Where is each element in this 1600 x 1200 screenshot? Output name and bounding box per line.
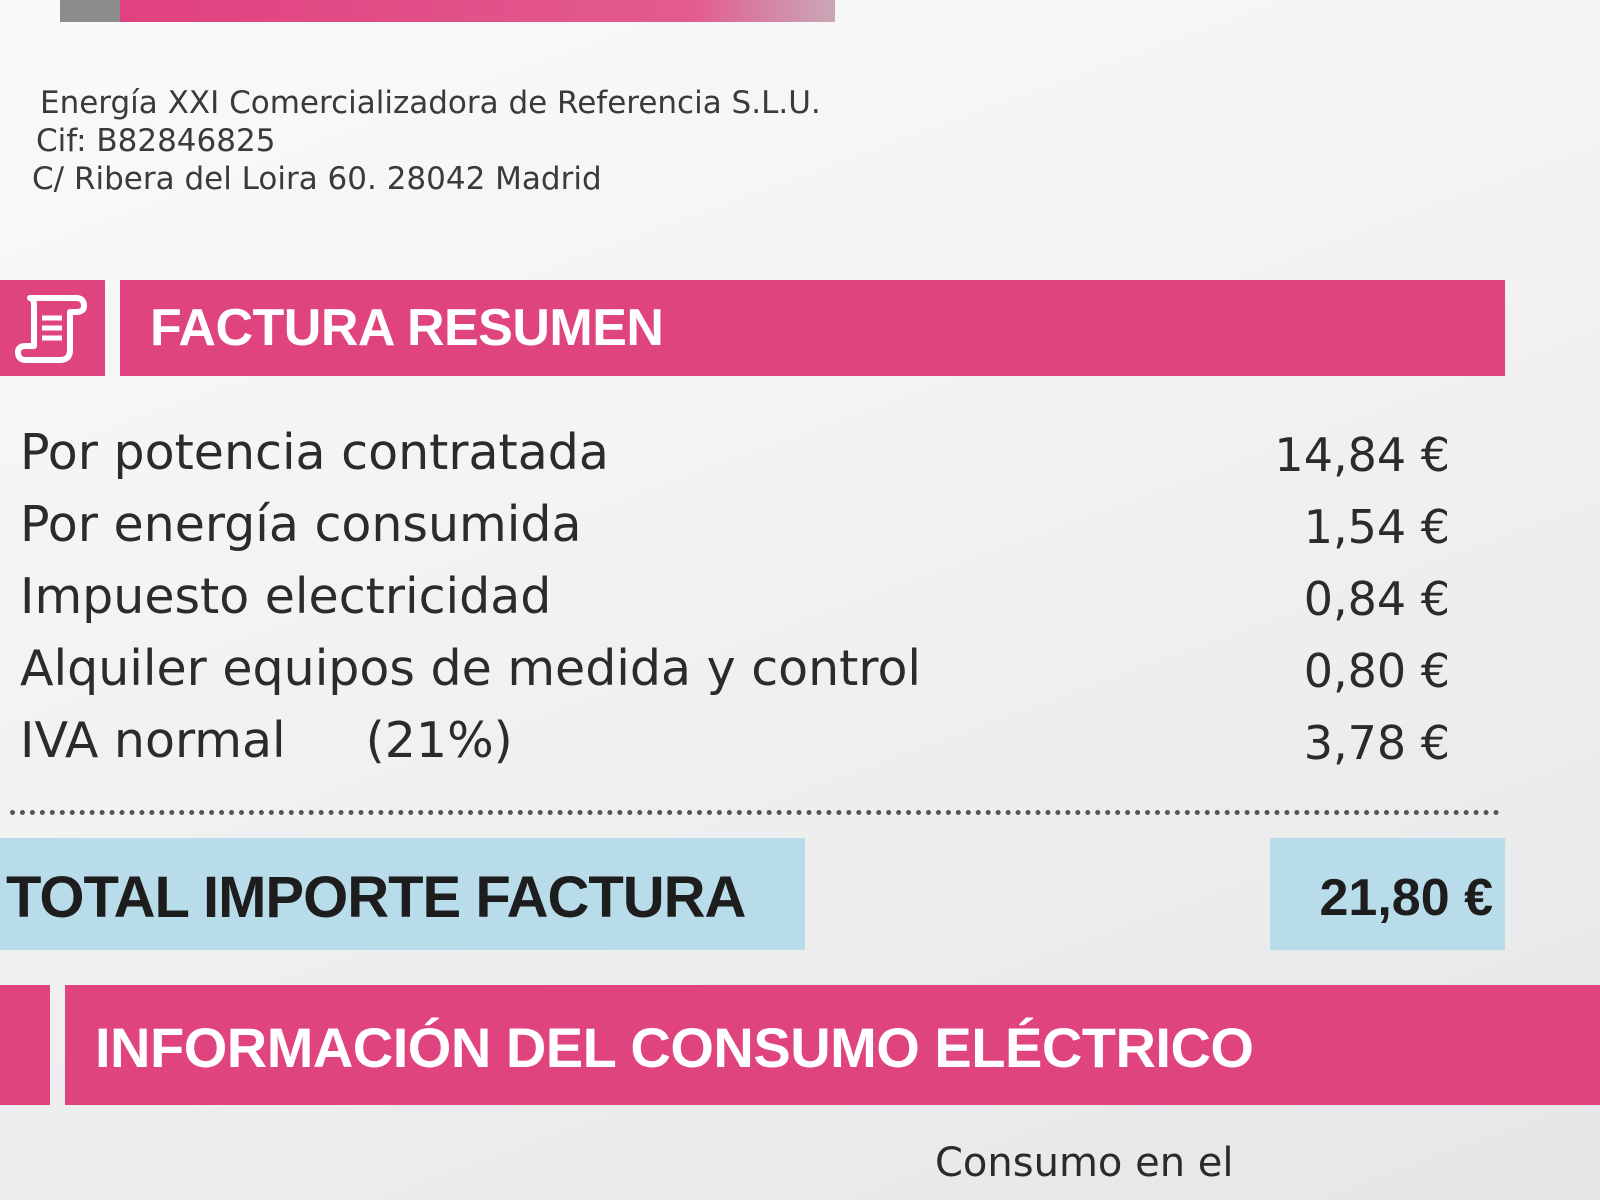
item-amount: 1,54 € [1303,500,1450,554]
top-gray-strip [60,0,120,22]
summary-item: IVA normal (21%) 3,78 € [20,708,1470,780]
iva-percentage: (21%) [365,712,513,769]
top-pink-strip [120,0,835,22]
summary-title: FACTURA RESUMEN [150,299,664,357]
item-label: Impuesto electricidad [20,568,552,625]
total-label: TOTAL IMPORTE FACTURA [6,865,746,930]
consumption-subtext: Consumo en el [935,1140,1234,1186]
item-label: IVA normal (21%) [20,712,513,769]
summary-title-bar: FACTURA RESUMEN [120,280,1505,376]
item-amount: 3,78 € [1303,716,1450,770]
consumption-title: INFORMACIÓN DEL CONSUMO ELÉCTRICO [95,1016,1254,1079]
summary-item: Por potencia contratada 14,84 € [20,420,1470,492]
total-amount: 21,80 € [1319,869,1494,927]
item-amount: 14,84 € [1274,428,1450,482]
summary-item: Por energía consumida 1,54 € [20,492,1470,564]
item-label: Por energía consumida [20,496,582,553]
total-label-highlight: TOTAL IMPORTE FACTURA [0,838,805,950]
item-amount: 0,80 € [1303,644,1450,698]
summary-item: Alquiler equipos de medida y control 0,8… [20,636,1470,708]
invoice-scroll-icon [15,295,87,363]
consumption-header: INFORMACIÓN DEL CONSUMO ELÉCTRICO [0,985,1600,1105]
dotted-divider [10,810,1500,815]
iva-label: IVA normal [20,712,286,769]
total-amount-highlight: 21,80 € [1270,838,1505,950]
item-amount: 0,84 € [1303,572,1450,626]
item-label: Alquiler equipos de medida y control [20,640,922,697]
issuer-block: Energía XXI Comercializadora de Referenc… [32,84,821,198]
issuer-address: C/ Ribera del Loira 60. 28042 Madrid [32,161,602,197]
item-label: Por potencia contratada [20,424,609,481]
issuer-name: Energía XXI Comercializadora de Referenc… [40,85,821,121]
summary-icon-box [0,280,105,376]
summary-header: FACTURA RESUMEN [0,280,1505,376]
consumption-title-bar: INFORMACIÓN DEL CONSUMO ELÉCTRICO [65,985,1600,1105]
summary-item: Impuesto electricidad 0,84 € [20,564,1470,636]
issuer-cif: Cif: B82846825 [36,123,276,159]
summary-items: Por potencia contratada 14,84 € Por ener… [20,420,1470,780]
consumption-icon-box [0,985,50,1105]
